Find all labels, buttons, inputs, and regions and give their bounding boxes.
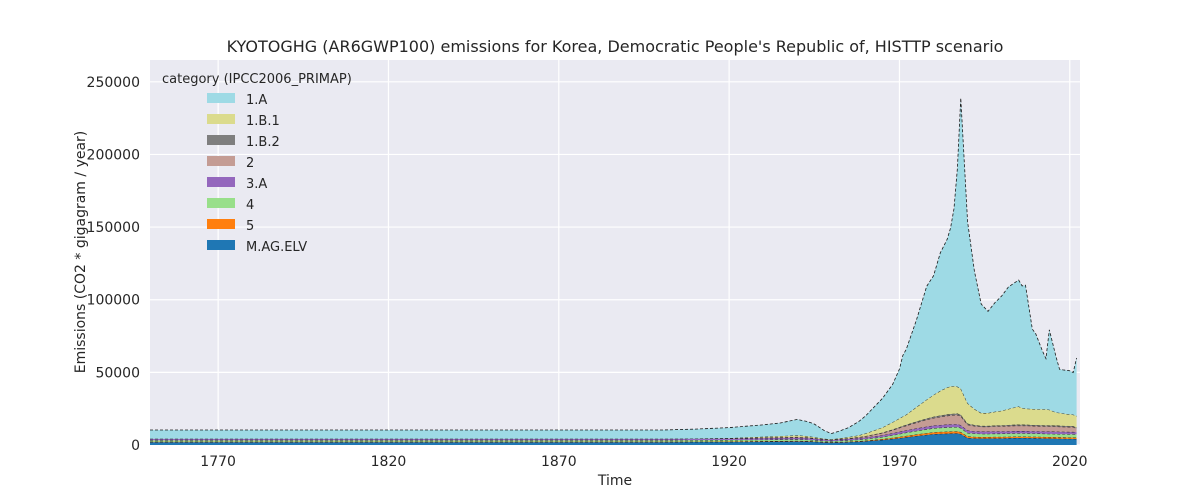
chart-title: KYOTOGHG (AR6GWP100) emissions for Korea… (227, 37, 1004, 56)
axis-ticks: 1770 1820 1870 1920 1970 2020 0 50000 100000 1500… (87, 75, 1088, 470)
legend-swatch (207, 240, 235, 250)
legend-swatch (207, 156, 235, 166)
legend-label: 1.B.2 (246, 135, 280, 150)
area-4 (150, 427, 1077, 443)
y-tick-label: 150000 (87, 220, 140, 236)
x-tick-label: 1920 (711, 454, 747, 470)
x-axis-label: Time (597, 473, 632, 489)
legend-label: 1.A (246, 93, 267, 108)
y-tick-label: 200000 (87, 147, 140, 163)
legend-label: 3.A (246, 177, 267, 192)
x-tick-label: 2020 (1052, 454, 1088, 470)
legend-swatch (207, 219, 235, 229)
x-tick-label: 1820 (371, 454, 407, 470)
y-tick-label: 100000 (87, 293, 140, 309)
legend-label: 2 (246, 156, 254, 171)
area-edge-1-b-1 (150, 385, 1077, 440)
y-tick-label: 50000 (95, 365, 140, 381)
legend-swatch (207, 93, 235, 103)
legend-swatch (207, 114, 235, 124)
legend-label: M.AG.ELV (246, 240, 307, 255)
area-3-a (150, 424, 1077, 442)
x-tick-label: 1870 (541, 454, 577, 470)
x-tick-label: 1970 (882, 454, 918, 470)
legend-label: 4 (246, 198, 254, 213)
y-tick-label: 250000 (87, 75, 140, 91)
legend-title: category (IPCC2006_PRIMAP) (162, 72, 352, 87)
legend-swatch (207, 135, 235, 145)
legend-swatch (207, 177, 235, 187)
stacked-areas (150, 98, 1077, 445)
legend-swatch (207, 198, 235, 208)
legend-label: 5 (246, 219, 254, 234)
area-1-a (150, 98, 1077, 440)
area-edge-1-b-2 (150, 413, 1077, 441)
legend: category (IPCC2006_PRIMAP) 1.A 1.B.1 1.B.2… (162, 72, 352, 255)
y-tick-label: 0 (131, 438, 140, 454)
y-axis-label: Emissions (CO2 * gigagram / year) (73, 131, 89, 374)
area-edge-m-ag-elv (150, 432, 1077, 444)
x-tick-label: 1770 (200, 454, 236, 470)
legend-label: 1.B.1 (246, 114, 280, 129)
